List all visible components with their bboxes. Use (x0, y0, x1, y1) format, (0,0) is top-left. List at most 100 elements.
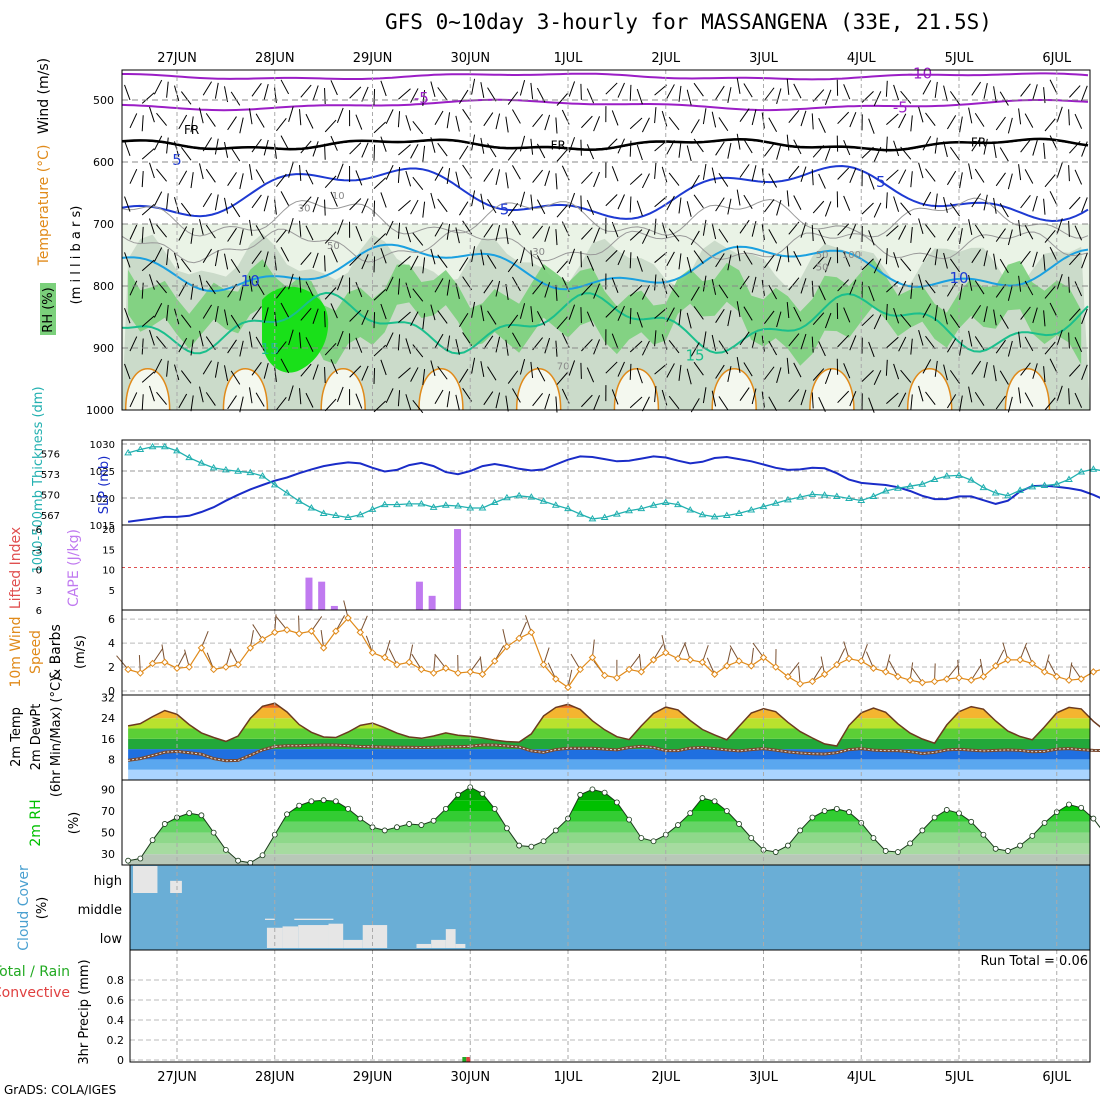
wind-barb (736, 301, 741, 318)
wind-speed-point (698, 658, 707, 666)
wind-barb (556, 204, 568, 218)
contour-label: 100 (842, 250, 861, 261)
thickness-point (515, 491, 524, 499)
wind-barb (959, 395, 963, 412)
cape-bar (428, 595, 436, 610)
wind-barb (330, 135, 338, 151)
thickness-point (441, 501, 450, 508)
wind-barb (1032, 195, 1038, 212)
wind-barb (959, 172, 963, 189)
wind-speed-point (637, 668, 646, 676)
wind-barb (519, 135, 526, 152)
wind-speed-point (148, 659, 157, 668)
rh-point (736, 821, 742, 827)
wind-barb (580, 139, 582, 156)
wind-barb (422, 89, 426, 107)
wind-barb (995, 284, 1006, 298)
wind-barb (718, 228, 729, 243)
wind-speed-point (894, 672, 902, 681)
wind-speed-point (539, 660, 548, 669)
cloud-level-label: middle (78, 903, 122, 918)
thickness-point (270, 480, 279, 488)
wind-barb (1020, 250, 1031, 265)
rh-point (907, 840, 914, 847)
rh-point (552, 827, 559, 834)
thickness-point (1089, 465, 1098, 472)
rh-point (601, 789, 608, 796)
cloud-segment-low (282, 926, 299, 948)
credit-text: GrADS: COLA/IGES (4, 1083, 117, 1097)
wind-barb (793, 251, 802, 266)
upper-y-axis-label: (m i l l i b a r s) (69, 206, 84, 305)
wind-speed-point (173, 664, 181, 672)
wind-barb (385, 388, 394, 404)
wind-barb (276, 173, 287, 187)
wind-speed-point (1028, 659, 1037, 668)
precip-axis-label: 3hr Precip (mm) (77, 959, 92, 1064)
wind-barb (380, 192, 387, 208)
wind-barb (943, 85, 948, 102)
wind-barb (299, 164, 302, 182)
slp-y-tick-label: 1030 (90, 440, 115, 451)
wind-barb (471, 357, 476, 374)
wind-barb (536, 143, 546, 159)
wind-barb (580, 307, 582, 324)
thickness-point (955, 471, 963, 478)
rh-point (1078, 804, 1085, 811)
wind-barb (654, 307, 668, 319)
wind-barb (276, 341, 287, 355)
wind-barb (495, 336, 501, 353)
rh-point (381, 827, 388, 834)
wind-barb (397, 111, 401, 128)
lifted-index-axis-label: Lifted Index (8, 527, 24, 609)
rh-point (870, 835, 877, 841)
rh-point (516, 842, 523, 849)
rh-point (332, 798, 339, 805)
wind-speed-point (979, 672, 988, 681)
wind-barb (1043, 142, 1046, 159)
wind-barb (893, 196, 900, 212)
wind-barb (736, 245, 741, 262)
wind-barb (412, 232, 424, 246)
wind-barb (129, 168, 138, 184)
wind-barb (556, 148, 568, 162)
wind-barb-10m (384, 640, 391, 658)
rh-point (540, 838, 547, 845)
wind-barb (1032, 307, 1038, 324)
thickness-point (527, 493, 536, 500)
wind-barb (336, 219, 344, 235)
wind-barb (946, 115, 957, 130)
wind-barb (837, 111, 850, 125)
wind-barb (405, 115, 412, 131)
wind-barb (678, 253, 682, 270)
rh-point (284, 811, 290, 818)
wind-barb (305, 113, 314, 129)
thickness-point (820, 491, 829, 498)
wind-barb (1069, 85, 1081, 98)
rh-y-tick-label: 50 (101, 827, 115, 840)
wind-barb (166, 137, 169, 154)
wind-barb (800, 110, 807, 127)
wind-barb (580, 362, 582, 379)
wind-barb (507, 91, 519, 105)
rh-point (723, 808, 730, 814)
cloud-axis-label-2: (%) (35, 897, 50, 920)
wind-barb (276, 285, 287, 299)
wind-barb (611, 110, 619, 126)
wind-barb (487, 366, 497, 381)
x-tick-label-top: 6JUL (1042, 51, 1072, 66)
wind-barb (711, 167, 717, 184)
temp-band (128, 707, 1090, 719)
wind-barb (380, 359, 387, 376)
wind-barb (568, 192, 576, 209)
wind-barb (141, 315, 155, 327)
wind-speed-point (710, 670, 719, 678)
wind-barb (149, 218, 155, 234)
wind-barb (668, 228, 680, 242)
contour-label: FR (971, 136, 986, 150)
rh-point (222, 846, 229, 853)
rh-band (128, 821, 1090, 833)
thickness-point (918, 480, 927, 487)
x-tick-label-bottom: 28JUN (255, 1070, 295, 1085)
wind-barb (373, 312, 376, 329)
